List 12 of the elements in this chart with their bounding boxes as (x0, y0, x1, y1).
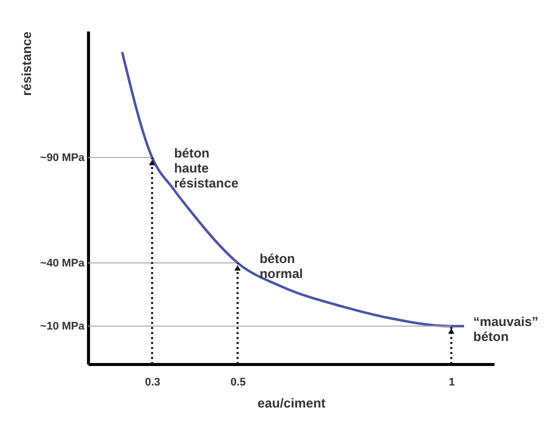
y-tick-label: ~10 MPa (40, 320, 86, 333)
annotation: béton normal (260, 250, 303, 281)
x-tick-label: 1 (448, 376, 455, 388)
line-series (120, 50, 466, 328)
x-tick-label: 0.5 (230, 376, 246, 388)
y-axis-title: résistance (19, 32, 34, 96)
x-tick-label: 0.3 (144, 376, 160, 388)
y-tick-label: ~40 MPa (40, 257, 86, 270)
x-axis-title: eau/ciment (258, 396, 326, 410)
annotation: “mauvais” béton (473, 314, 538, 344)
annotation: béton haute résistance (174, 145, 238, 190)
y-tick-label: ~90 MPa (40, 152, 86, 164)
